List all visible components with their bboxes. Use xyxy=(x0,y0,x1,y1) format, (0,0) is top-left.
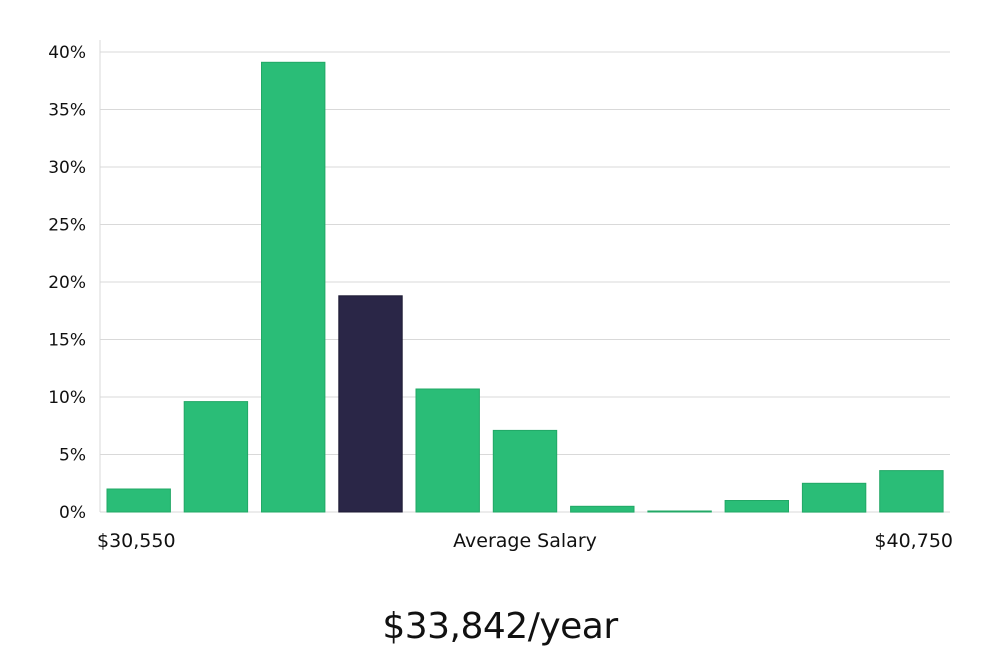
y-tick-label: 35% xyxy=(48,101,86,121)
y-tick-label: 5% xyxy=(59,446,86,466)
x-max-label: $40,750 xyxy=(874,530,953,552)
x-min-label: $30,550 xyxy=(97,530,176,552)
y-tick-label: 25% xyxy=(48,216,86,236)
y-tick-label: 0% xyxy=(59,503,86,523)
x-axis-title: Average Salary xyxy=(453,530,597,552)
y-tick-labels: 0% 5% 10% 15% 20% 25% 30% 35% 40% xyxy=(48,43,86,523)
histogram-bar xyxy=(492,429,558,513)
histogram-svg: 0% 5% 10% 15% 20% 25% 30% 35% 40% $30,550 Averag… xyxy=(48,40,953,552)
histogram-bar xyxy=(570,505,635,513)
y-tick-label: 20% xyxy=(48,273,86,293)
y-tick-label: 10% xyxy=(48,388,86,408)
salary-histogram: 0% 5% 10% 15% 20% 25% 30% 35% 40% $30,550 Averag… xyxy=(48,40,953,647)
histogram-bar xyxy=(261,61,326,513)
y-tick-label: 40% xyxy=(48,43,86,63)
bars xyxy=(106,61,944,513)
histogram-bar xyxy=(801,482,867,513)
y-tick-label: 15% xyxy=(48,331,86,351)
histogram-bar xyxy=(879,470,944,513)
histogram-bar xyxy=(724,500,789,513)
histogram-bar-highlighted xyxy=(338,295,403,513)
average-salary-value: $33,842/year xyxy=(382,606,618,647)
histogram-bar xyxy=(183,401,249,513)
histogram-bar xyxy=(647,510,712,513)
histogram-bar xyxy=(106,488,171,513)
histogram-bar xyxy=(415,388,480,513)
y-tick-label: 30% xyxy=(48,158,86,178)
